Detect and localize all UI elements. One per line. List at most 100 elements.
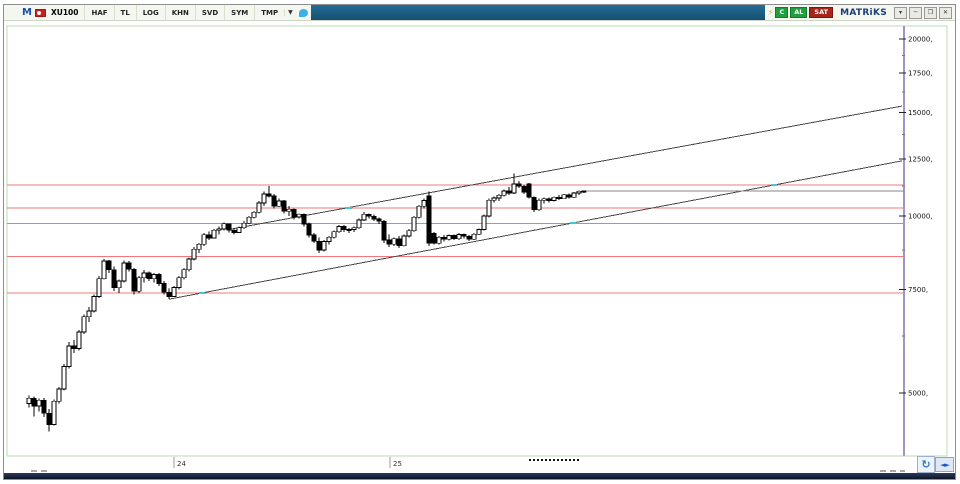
- candle[interactable]: [576, 190, 582, 194]
- candle[interactable]: [111, 269, 117, 289]
- candle[interactable]: [386, 239, 392, 245]
- candle[interactable]: [341, 226, 347, 231]
- candle[interactable]: [451, 235, 457, 240]
- candle[interactable]: [331, 231, 337, 238]
- candle[interactable]: [566, 194, 572, 198]
- candle[interactable]: [301, 213, 307, 225]
- candle[interactable]: [261, 193, 267, 204]
- chart-scroll-arrows-button[interactable]: ◄►: [935, 457, 954, 472]
- candle[interactable]: [506, 190, 512, 194]
- candle[interactable]: [311, 234, 317, 242]
- candle[interactable]: [296, 213, 302, 218]
- refresh-button[interactable]: ↻: [917, 456, 935, 473]
- candle[interactable]: [561, 194, 567, 200]
- twitter-icon[interactable]: [298, 8, 308, 17]
- candle[interactable]: [551, 196, 557, 202]
- candle[interactable]: [146, 272, 152, 280]
- candle[interactable]: [546, 198, 552, 202]
- candle[interactable]: [306, 223, 312, 236]
- candle[interactable]: [56, 388, 62, 402]
- candle[interactable]: [116, 280, 122, 289]
- candle[interactable]: [396, 238, 402, 247]
- candle[interactable]: [376, 218, 382, 222]
- candle[interactable]: [411, 216, 417, 232]
- candle[interactable]: [186, 258, 192, 271]
- candle[interactable]: [461, 234, 467, 237]
- candle[interactable]: [176, 277, 182, 288]
- candle[interactable]: [456, 234, 462, 240]
- candle[interactable]: [81, 316, 87, 333]
- buy-button[interactable]: AL: [790, 7, 808, 18]
- candle[interactable]: [41, 399, 47, 414]
- candle[interactable]: [171, 287, 177, 297]
- chevron-down-icon[interactable]: ▼: [284, 9, 296, 16]
- chart-canvas[interactable]: 20000, 17500, 15000, 12500, 10000, 7500, 5000,…: [4, 21, 954, 474]
- candle[interactable]: [481, 215, 487, 230]
- candle[interactable]: [426, 195, 432, 244]
- trendline[interactable]: [168, 160, 903, 300]
- toolbar-button-svd[interactable]: SVD: [194, 5, 224, 20]
- candle[interactable]: [161, 283, 167, 293]
- candle[interactable]: [156, 274, 162, 284]
- candle[interactable]: [241, 222, 247, 229]
- close-button[interactable]: ✕: [939, 6, 952, 19]
- candle[interactable]: [101, 260, 107, 280]
- candle[interactable]: [31, 397, 37, 407]
- candle[interactable]: [441, 236, 447, 240]
- candle[interactable]: [86, 310, 92, 318]
- candle[interactable]: [471, 233, 477, 240]
- toolbar-button-khn[interactable]: KHN: [164, 5, 195, 20]
- candle[interactable]: [26, 397, 32, 404]
- candle[interactable]: [511, 183, 517, 194]
- candle[interactable]: [321, 241, 327, 251]
- candle[interactable]: [251, 211, 257, 218]
- candle[interactable]: [291, 208, 297, 218]
- candle[interactable]: [231, 229, 237, 233]
- candle[interactable]: [196, 243, 202, 250]
- candle[interactable]: [316, 240, 322, 251]
- candle[interactable]: [126, 262, 132, 270]
- candle[interactable]: [121, 262, 127, 282]
- candle[interactable]: [271, 195, 277, 207]
- candle[interactable]: [216, 228, 222, 231]
- candle[interactable]: [361, 213, 367, 221]
- candle[interactable]: [166, 291, 172, 297]
- toolbar-button-log-scale[interactable]: LOG: [135, 5, 165, 20]
- candle[interactable]: [276, 200, 282, 207]
- candle[interactable]: [76, 331, 82, 349]
- candle[interactable]: [466, 235, 472, 240]
- candle[interactable]: [366, 213, 372, 217]
- candle[interactable]: [131, 268, 137, 292]
- candle[interactable]: [236, 227, 242, 233]
- matriks-m-menu[interactable]: M: [22, 6, 32, 18]
- toolbar-button-currency[interactable]: TL: [113, 5, 136, 20]
- candle[interactable]: [106, 260, 112, 271]
- candle[interactable]: [421, 200, 427, 207]
- candle[interactable]: [521, 185, 527, 193]
- candle[interactable]: [406, 230, 412, 237]
- candle[interactable]: [266, 193, 272, 197]
- candle[interactable]: [286, 208, 292, 212]
- candle[interactable]: [416, 205, 422, 218]
- candle[interactable]: [71, 345, 77, 349]
- trendline[interactable]: [230, 105, 903, 230]
- candle[interactable]: [206, 234, 212, 239]
- candle[interactable]: [501, 190, 507, 196]
- candle[interactable]: [571, 192, 577, 198]
- candle[interactable]: [61, 365, 67, 390]
- candle[interactable]: [151, 274, 157, 280]
- candle[interactable]: [436, 236, 442, 244]
- candle[interactable]: [496, 194, 502, 199]
- candle[interactable]: [491, 197, 497, 201]
- toolbar-button-sym[interactable]: SYM: [224, 5, 254, 20]
- candle[interactable]: [191, 248, 197, 260]
- minimize-button[interactable]: ─: [909, 6, 922, 19]
- candle[interactable]: [281, 200, 287, 212]
- candle[interactable]: [96, 278, 102, 297]
- candle[interactable]: [246, 216, 252, 224]
- candle[interactable]: [211, 229, 217, 239]
- toolbar-button-tmp[interactable]: TMP: [254, 5, 284, 20]
- candle[interactable]: [431, 232, 437, 244]
- candle[interactable]: [356, 219, 362, 229]
- candle[interactable]: [516, 183, 522, 187]
